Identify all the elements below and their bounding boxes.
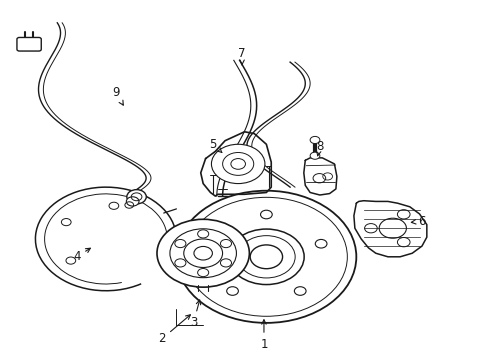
Circle shape — [309, 152, 319, 159]
Circle shape — [211, 144, 264, 184]
Circle shape — [309, 136, 319, 144]
FancyBboxPatch shape — [17, 37, 41, 51]
Text: 3: 3 — [189, 300, 200, 329]
Text: 1: 1 — [260, 320, 267, 351]
Text: 8: 8 — [316, 140, 323, 156]
Text: 7: 7 — [238, 47, 245, 65]
Circle shape — [175, 239, 185, 248]
Circle shape — [157, 219, 249, 287]
Text: 4: 4 — [73, 248, 90, 263]
Circle shape — [126, 197, 139, 206]
Circle shape — [220, 259, 231, 267]
Circle shape — [220, 239, 231, 248]
Circle shape — [126, 190, 146, 204]
Text: 2: 2 — [158, 315, 190, 346]
Circle shape — [197, 269, 208, 276]
Text: 6: 6 — [410, 215, 425, 228]
Text: 5: 5 — [209, 138, 222, 153]
Circle shape — [197, 230, 208, 238]
Circle shape — [175, 259, 185, 267]
Text: 9: 9 — [112, 86, 123, 105]
